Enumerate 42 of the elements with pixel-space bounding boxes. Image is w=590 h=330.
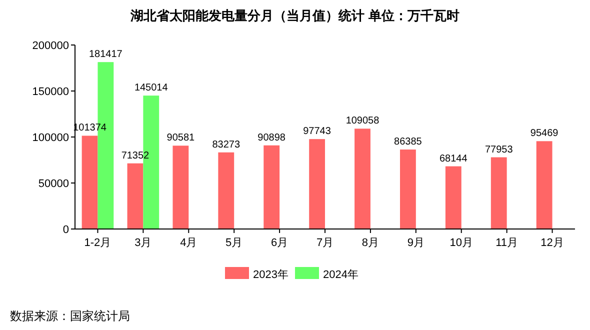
x-tick-label: 7月 xyxy=(316,237,334,249)
data-label: 68144 xyxy=(440,153,468,164)
data-label: 90581 xyxy=(166,132,196,144)
bar xyxy=(127,163,144,229)
x-tick-label: 8月 xyxy=(362,237,380,249)
source-note: 数据来源：国家统计局 xyxy=(10,309,130,323)
bar xyxy=(264,145,280,229)
bar xyxy=(490,157,507,229)
x-tick-label: 10月 xyxy=(450,237,473,249)
y-tick-label: 150000 xyxy=(32,86,69,98)
bar xyxy=(445,166,462,229)
data-label: 86385 xyxy=(394,136,422,148)
x-tick-label: 1-2月 xyxy=(84,237,112,249)
bar xyxy=(400,150,416,229)
legend-label: 2023年 xyxy=(253,269,288,281)
x-tick-label: 3月 xyxy=(134,237,152,249)
bar xyxy=(218,152,234,229)
data-label: 181417 xyxy=(88,49,123,60)
x-tick-label: 4月 xyxy=(180,237,198,249)
chart-title: 湖北省太阳能发电量分月（当月值）统计 单位：万千瓦时 xyxy=(130,8,460,23)
data-label: 90898 xyxy=(258,132,286,144)
data-label: 109058 xyxy=(346,116,380,127)
data-label: 145014 xyxy=(134,82,168,94)
legend-label: 2024年 xyxy=(323,269,358,281)
x-tick-label: 9月 xyxy=(407,237,424,249)
bar xyxy=(82,136,98,229)
y-tick-label: 50000 xyxy=(38,178,69,190)
bar xyxy=(354,128,370,229)
data-label: 77953 xyxy=(484,144,514,156)
data-label: 83273 xyxy=(212,139,240,150)
y-tick-label: 100000 xyxy=(32,132,69,144)
x-tick-label: 5月 xyxy=(226,237,243,249)
bar xyxy=(309,139,325,229)
x-tick-label: 11月 xyxy=(496,237,518,249)
bar xyxy=(172,146,189,229)
y-tick-label: 200000 xyxy=(32,40,69,52)
data-label: 95469 xyxy=(530,128,559,140)
data-label: 97743 xyxy=(303,126,332,138)
x-tick-label: 6月 xyxy=(270,237,288,249)
x-tick-label: 12月 xyxy=(540,237,564,249)
bar xyxy=(536,141,552,229)
y-tick-label: 0 xyxy=(62,224,69,236)
